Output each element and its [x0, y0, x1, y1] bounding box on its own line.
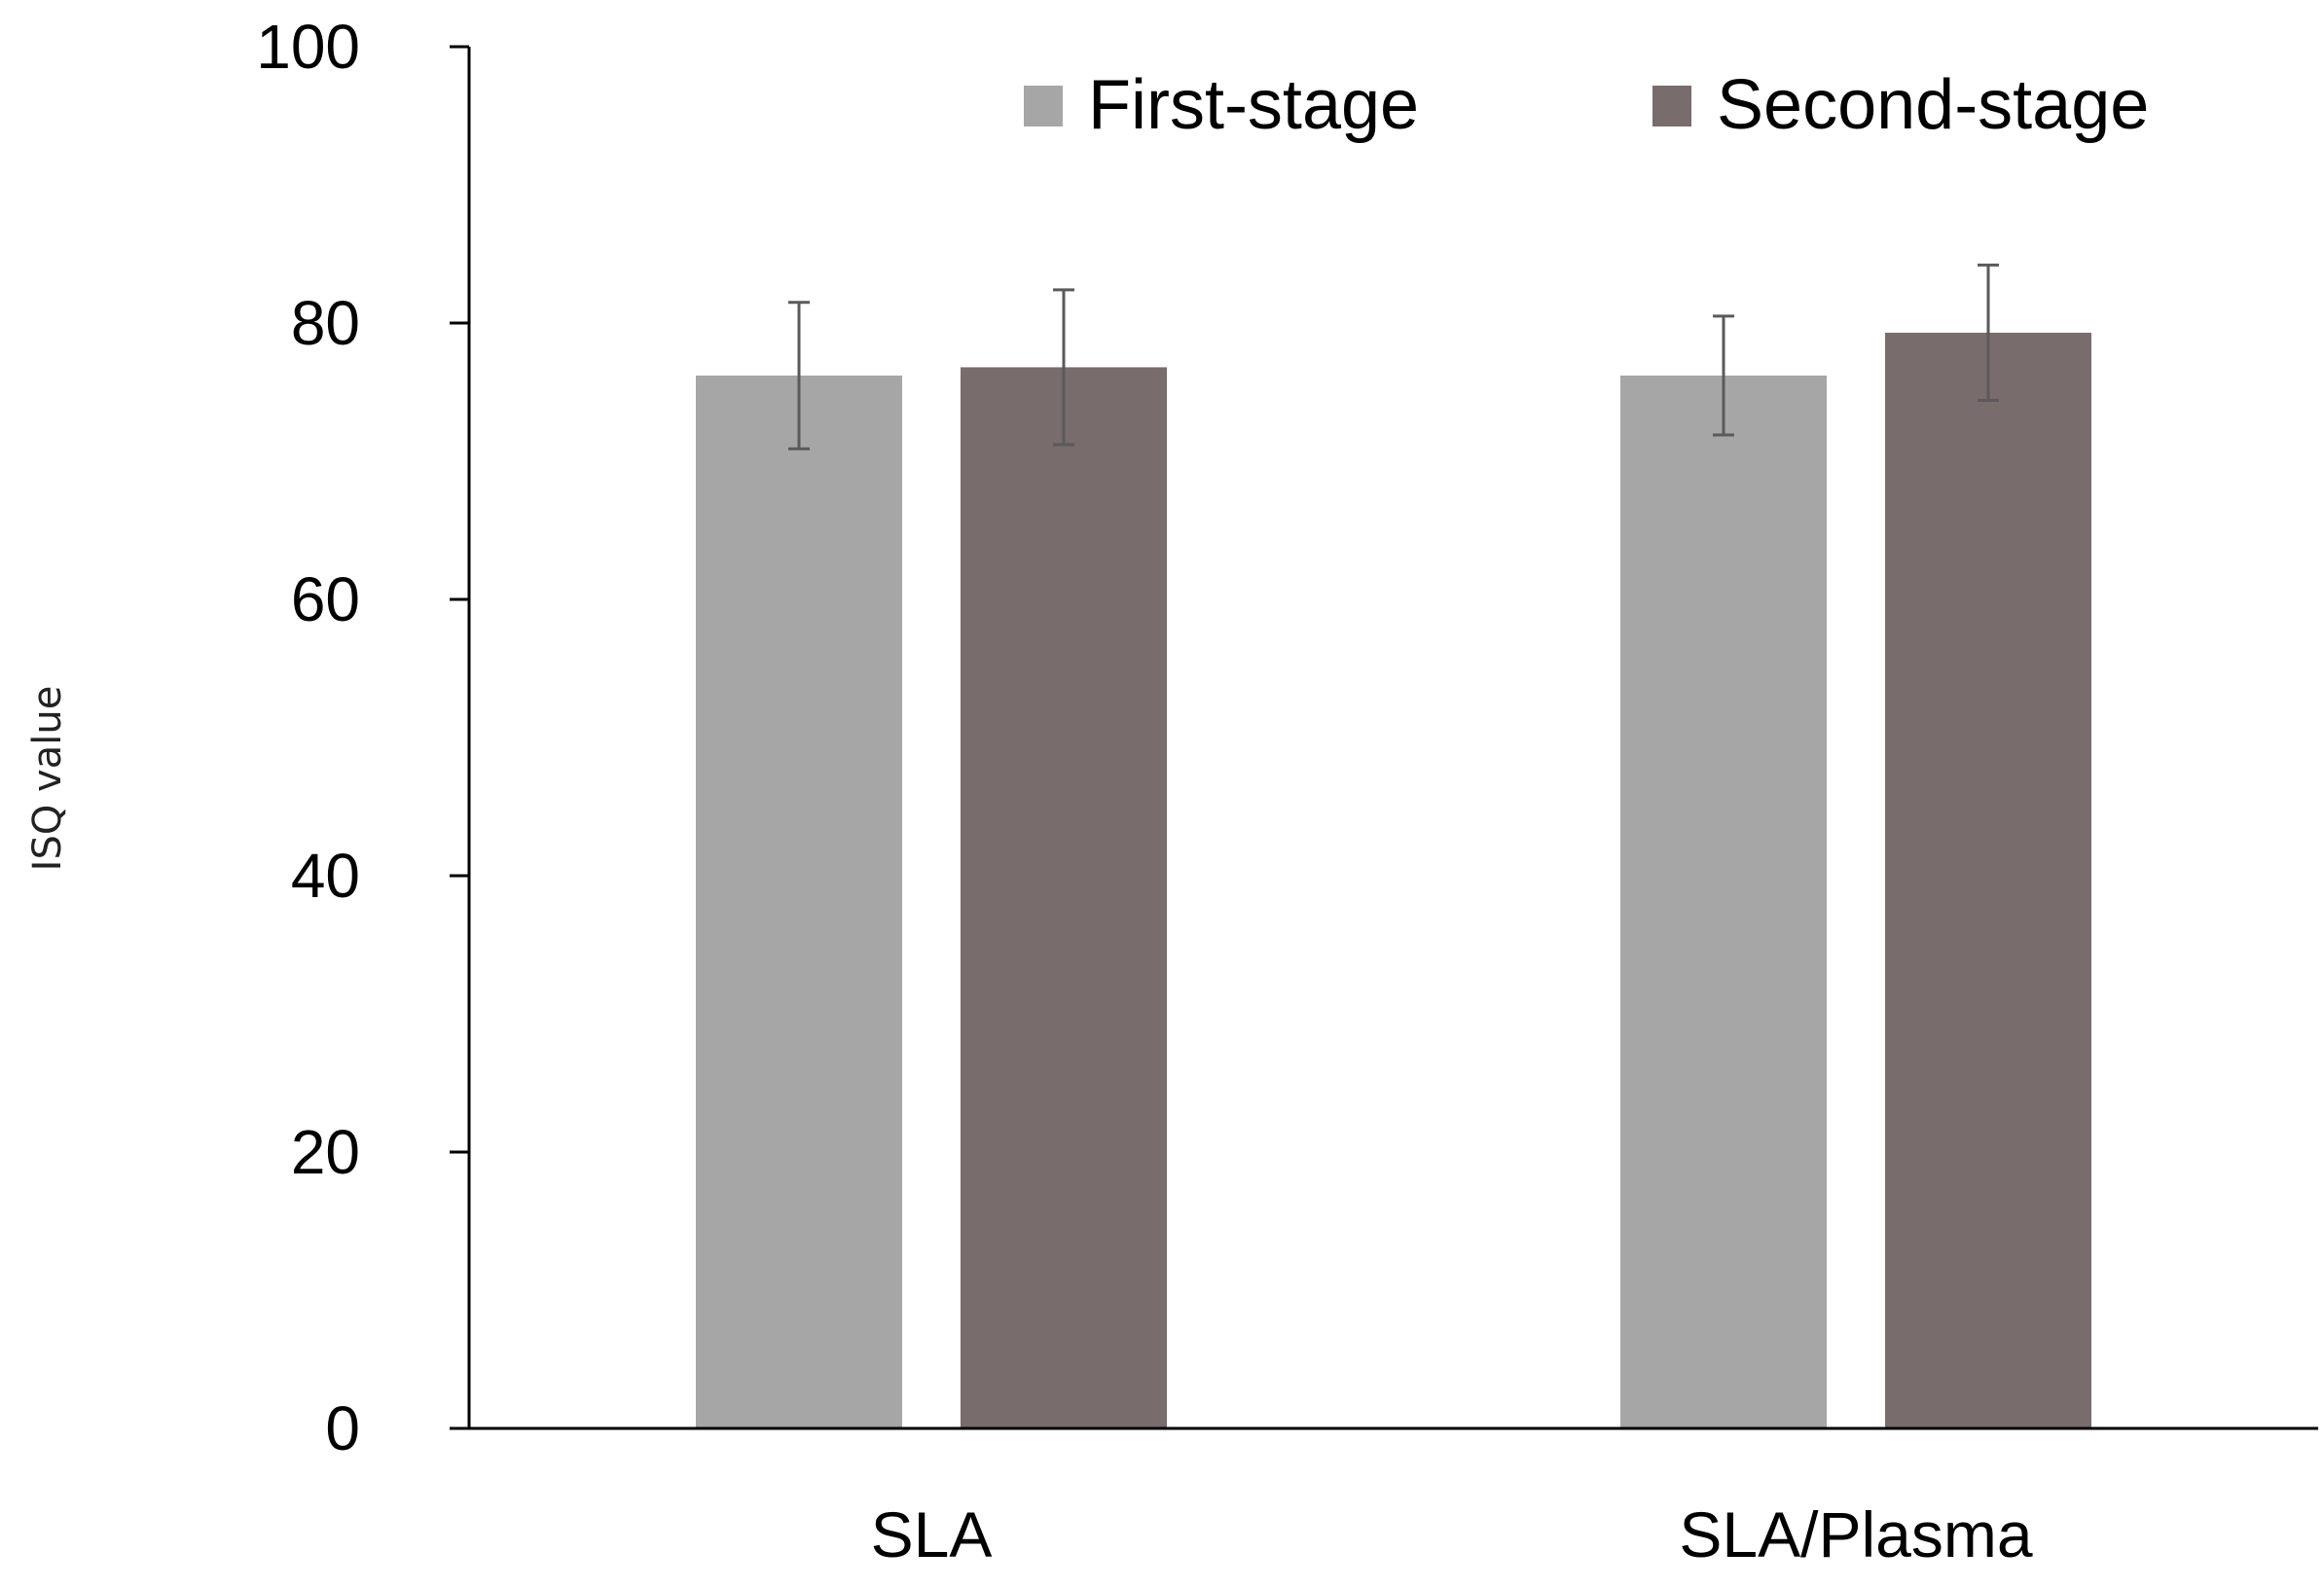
y-tick-label: 60	[291, 564, 360, 634]
legend-label: First-stage	[1088, 66, 1419, 144]
legend-swatch	[1652, 86, 1691, 126]
category-label: SLA/Plasma	[1679, 1498, 2032, 1570]
bar	[1620, 375, 1827, 1429]
legend-swatch	[1024, 86, 1063, 126]
bar	[696, 375, 902, 1429]
y-tick-label: 100	[256, 12, 360, 82]
bar	[1885, 332, 2091, 1429]
y-tick-label: 20	[291, 1117, 360, 1187]
bar	[961, 367, 1167, 1429]
bars-group	[696, 332, 2091, 1429]
y-axis-label: ISQ value	[25, 686, 70, 872]
y-tick-label: 40	[291, 841, 360, 911]
y-ticks-group: 0 20 40 60 80 100	[256, 12, 469, 1463]
axes-group	[467, 47, 2318, 1430]
y-tick-label: 80	[291, 288, 360, 358]
error-bars-group	[788, 263, 1999, 451]
legend: First-stage Second-stage	[1024, 66, 2149, 144]
category-label: SLA	[871, 1498, 993, 1570]
y-tick-label: 0	[325, 1393, 360, 1463]
legend-label: Second-stage	[1717, 66, 2149, 144]
category-labels-group: SLA SLA/Plasma	[871, 1498, 2033, 1570]
